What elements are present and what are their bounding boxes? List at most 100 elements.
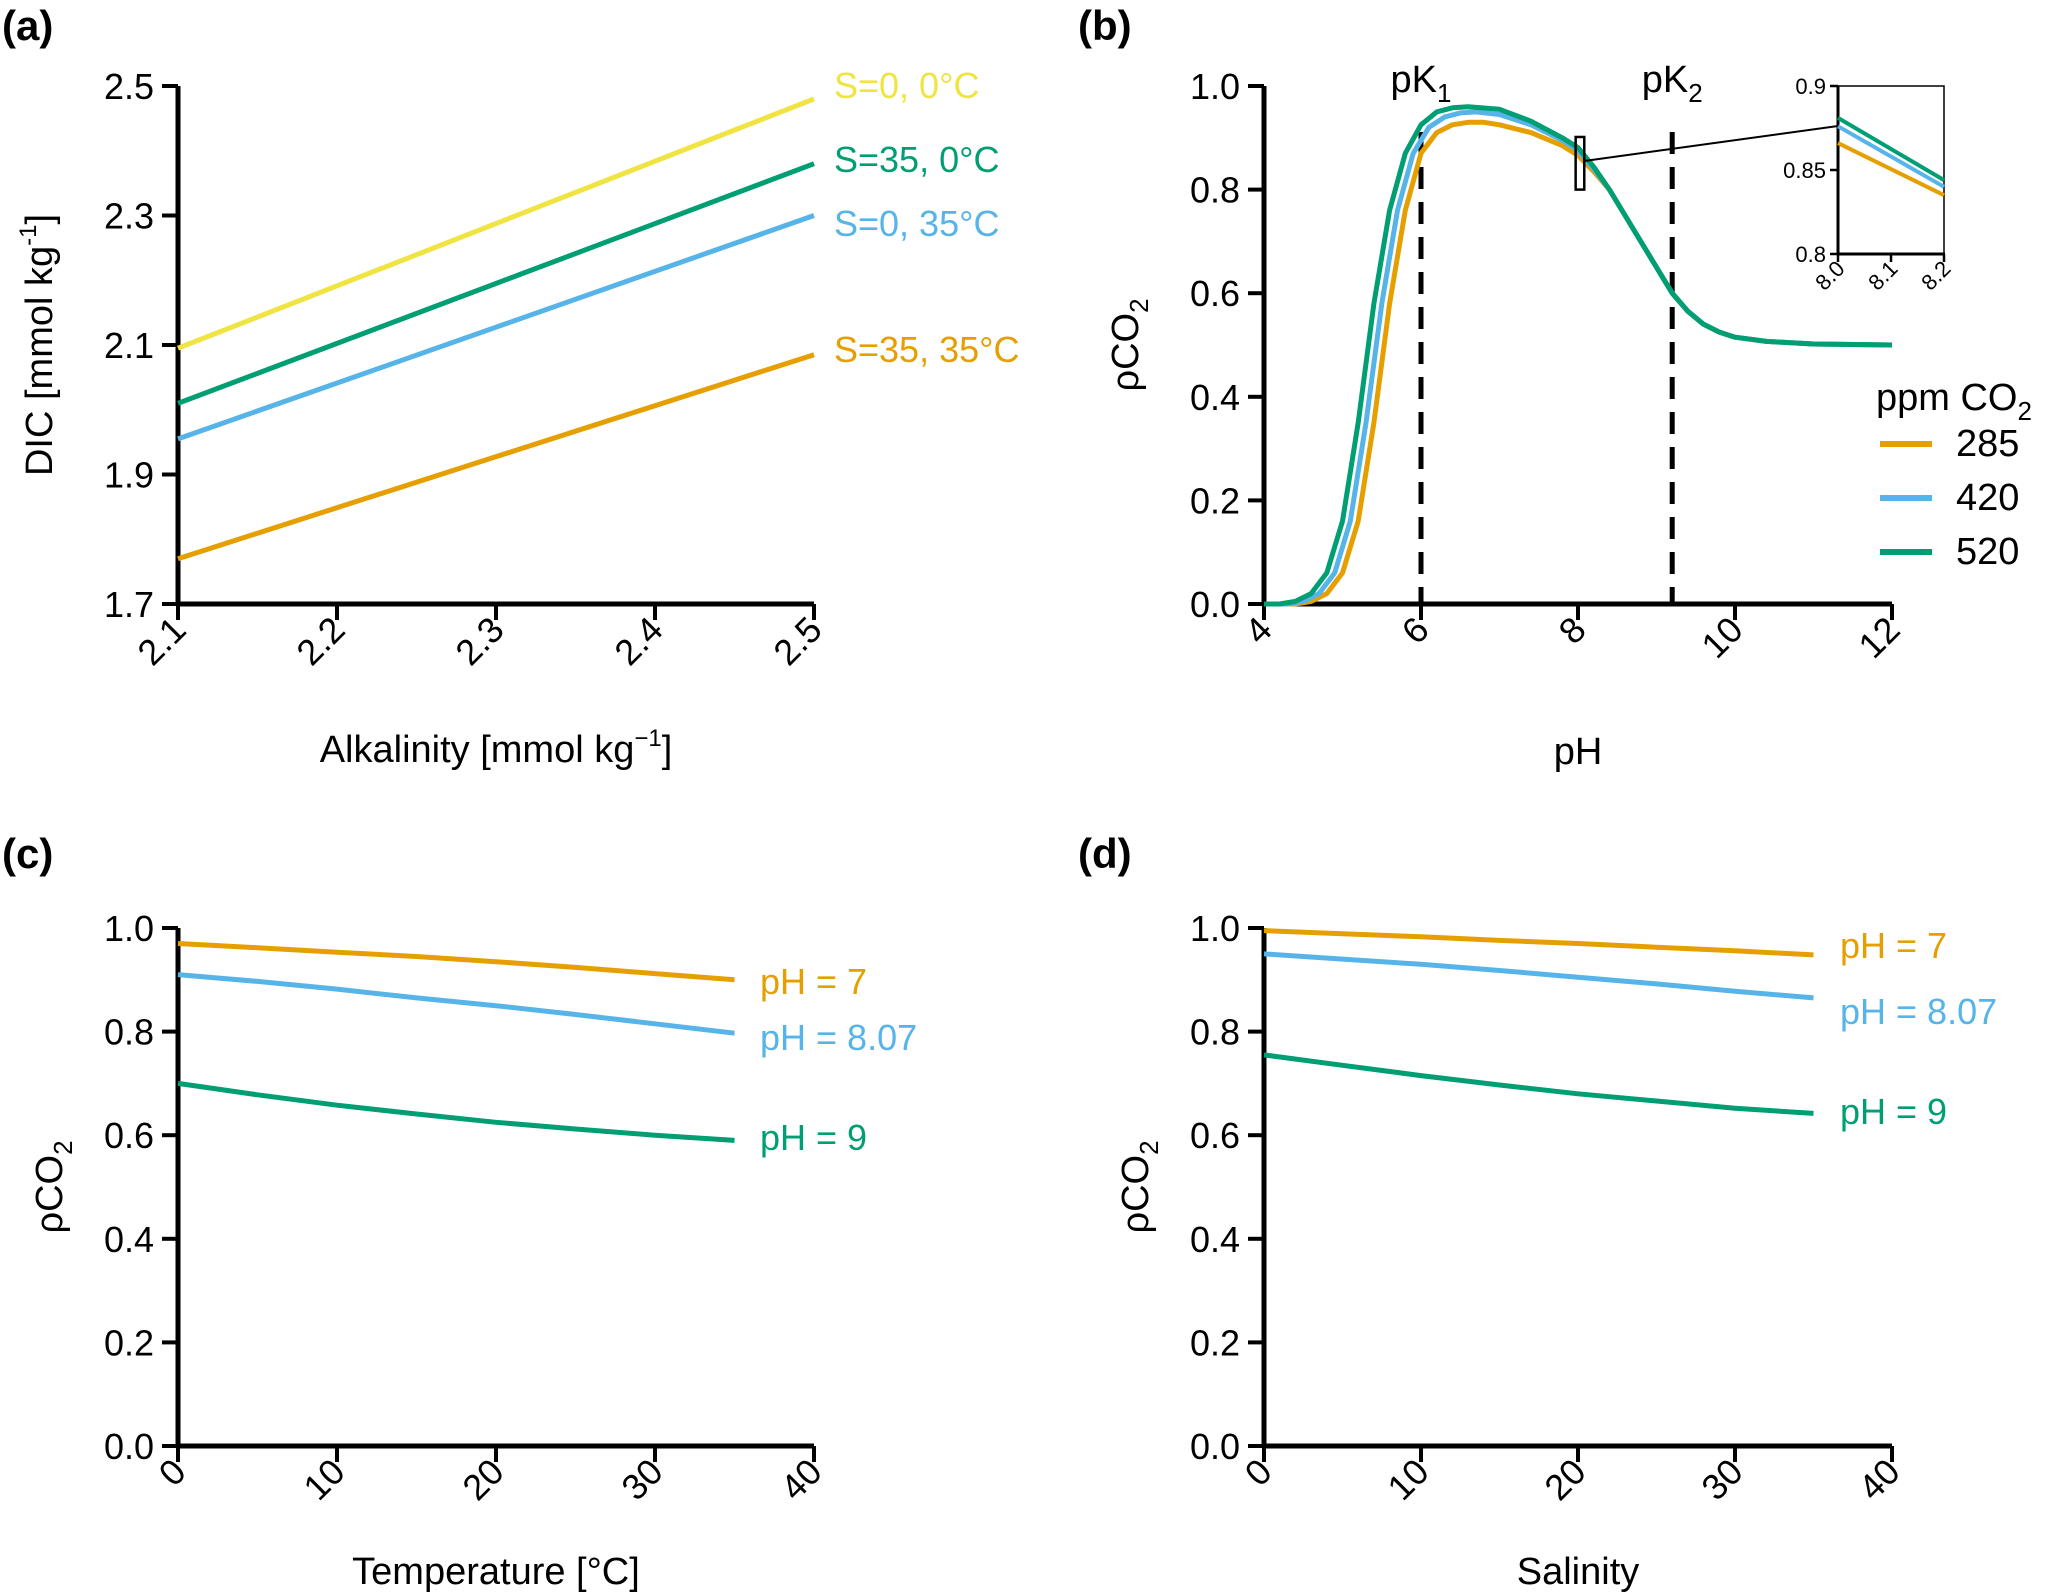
panel-c-xtick-label: 40 [772,1451,829,1508]
panel-d-series-line [1263,1052,1814,1116]
panel-b-zoom-connector [1584,125,1839,162]
panel-b-xtick-label: 6 [1394,609,1437,652]
panel-d-xtick-label: 10 [1379,1451,1436,1508]
panel-b-xtick-label: 4 [1237,609,1280,652]
panel-a: (a) 1.71.92.12.32.5 2.1 2.2 2.3 2.4 2.5 S=0,… [2,2,1020,771]
panel-c-ytick-label: 0.4 [104,1219,154,1260]
panel-a-series-line [177,352,815,562]
panel-c-series-label: pH = 8.07 [760,1017,917,1058]
panel-c-xtick-label: 20 [454,1451,511,1508]
panel-d-ytick-label: 0.0 [1190,1426,1240,1467]
panel-b-ytick-label: 0.6 [1190,273,1240,314]
panel-c-series-label: pH = 9 [760,1117,867,1158]
panel-d-ytick-label: 0.6 [1190,1115,1240,1156]
panel-c-series-line [177,941,735,983]
inset-series-line [1837,141,1945,197]
panel-c-x-title: Temperature [°C] [352,1551,640,1593]
panel-d-label: (d) [1078,830,1132,877]
panel-d-xtick-label: 30 [1693,1451,1750,1508]
panel-b-legend: ppm CO2 285 420 520 [1876,377,2032,573]
panel-c-xtick-label: 30 [613,1451,670,1508]
panel-b-ytick-label: 0.4 [1190,377,1240,418]
panel-a-xtick-label: 2.4 [606,609,670,673]
legend-label: 520 [1956,531,2019,573]
panel-b-ytick-label: 0.0 [1190,584,1240,625]
panel-a-series-label: S=0, 35°C [834,203,1000,244]
panel-a-xtick-label: 2.5 [765,609,829,673]
panel-b-series-line [1264,109,1893,607]
panel-b-pk-label: pK2 [1642,59,1703,108]
panel-d-series-label: pH = 8.07 [1840,991,1997,1032]
panel-a-xtick-label: 2.2 [288,609,352,673]
panel-b-label: (b) [1078,2,1132,49]
panel-c-ytick-label: 0.8 [104,1012,154,1053]
panel-b-series-line [1264,104,1893,607]
panel-c-xtick-label: 10 [295,1451,352,1508]
panel-b: (b) 0.0 0.2 0.4 0.6 0.8 1.0 4 6 8 10 12 pK1 pK2 pH… [1078,2,2032,773]
panel-a-ytick-label: 1.7 [104,584,154,625]
panel-b-inset: 0.80.850.98.0 8.1 8.2 [1783,74,1955,295]
inset-series-line [1836,116,1946,182]
inset-series-line [1837,124,1945,189]
panel-b-y-title: ρCO2 [1105,298,1154,391]
panel-a-series-label: S=35, 35°C [834,329,1020,370]
panel-a-series-line [177,96,815,351]
panel-d-ytick-label: 1.0 [1190,908,1240,949]
panel-b-ytick-label: 0.2 [1190,480,1240,521]
panel-a-series-line [177,213,815,442]
panel-c-xtick-label: 0 [151,1451,194,1494]
panel-a-x-title: Alkalinity [mmol kg−1] [320,725,673,771]
panel-d-series-label: pH = 7 [1840,925,1947,966]
panel-d-series-line [1263,928,1814,958]
legend-label: 420 [1956,477,2019,519]
panel-a-series-label: S=0, 0°C [834,65,979,106]
panel-c-series-line [177,1080,735,1143]
panel-b-pk-label: pK1 [1391,59,1452,108]
panel-b-x-title: pH [1554,731,1603,773]
panel-b-ytick-label: 1.0 [1190,66,1240,107]
panel-b-zoom-box [1574,135,1586,191]
panel-a-series-line [177,161,815,406]
panel-a-ytick-label: 2.5 [104,66,154,107]
inset-xtick-label: 8.2 [1916,256,1955,295]
panel-a-series-label: S=35, 0°C [834,139,1000,180]
panel-c-ytick-label: 0.6 [104,1115,154,1156]
panel-d-x-title: Salinity [1517,1551,1640,1593]
panel-d-series-line [1263,951,1814,1001]
panel-c-ytick-label: 0.0 [104,1426,154,1467]
panel-c-y-title: ρCO2 [29,1140,78,1233]
panel-d-series-label: pH = 9 [1840,1091,1947,1132]
panel-b-xtick-label: 10 [1693,609,1750,666]
panel-b-xtick-label: 12 [1850,609,1907,666]
panel-d-ytick-label: 0.2 [1190,1322,1240,1363]
legend-label: 285 [1956,423,2019,465]
panel-c-series-line [177,972,735,1036]
panel-d-ytick-label: 0.8 [1190,1012,1240,1053]
panel-d-xtick-label: 20 [1536,1451,1593,1508]
panel-d-ytick-label: 0.4 [1190,1219,1240,1260]
panel-a-xtick-label: 2.3 [447,609,511,673]
panel-d-y-title: ρCO2 [1115,1140,1164,1233]
panel-b-series-line [1264,119,1893,607]
inset-ytick-label: 0.8 [1795,242,1826,267]
panel-c-series-label: pH = 7 [760,961,867,1002]
panel-b-xtick-label: 8 [1551,609,1594,652]
inset-xtick-label: 8.1 [1863,256,1902,295]
panel-b-ytick-label: 0.8 [1190,170,1240,211]
panel-c-ytick-label: 0.2 [104,1322,154,1363]
panel-d-xtick-label: 0 [1237,1451,1280,1494]
panel-c-ytick-label: 1.0 [104,908,154,949]
panel-a-label: (a) [2,2,53,49]
panel-d-xtick-label: 40 [1850,1451,1907,1508]
panel-c-label: (c) [2,830,53,877]
inset-ytick-label: 0.85 [1783,158,1826,183]
panel-d: (d) 0.0 0.2 0.4 0.6 0.8 1.0 0 10 20 30 40 pH = 7 p… [1078,830,1997,1593]
panel-a-ytick-label: 1.9 [104,455,154,496]
panel-a-ytick-label: 2.3 [104,196,154,237]
panel-c: (c) 0.0 0.2 0.4 0.6 0.8 1.0 0 10 20 30 40 pH = 7 p… [2,830,917,1593]
inset-ytick-label: 0.9 [1795,74,1826,99]
legend-title: ppm CO2 [1876,377,2032,426]
panel-a-ytick-label: 2.1 [104,325,154,366]
panel-a-y-title: DIC [mmol kg-1] [15,214,61,476]
